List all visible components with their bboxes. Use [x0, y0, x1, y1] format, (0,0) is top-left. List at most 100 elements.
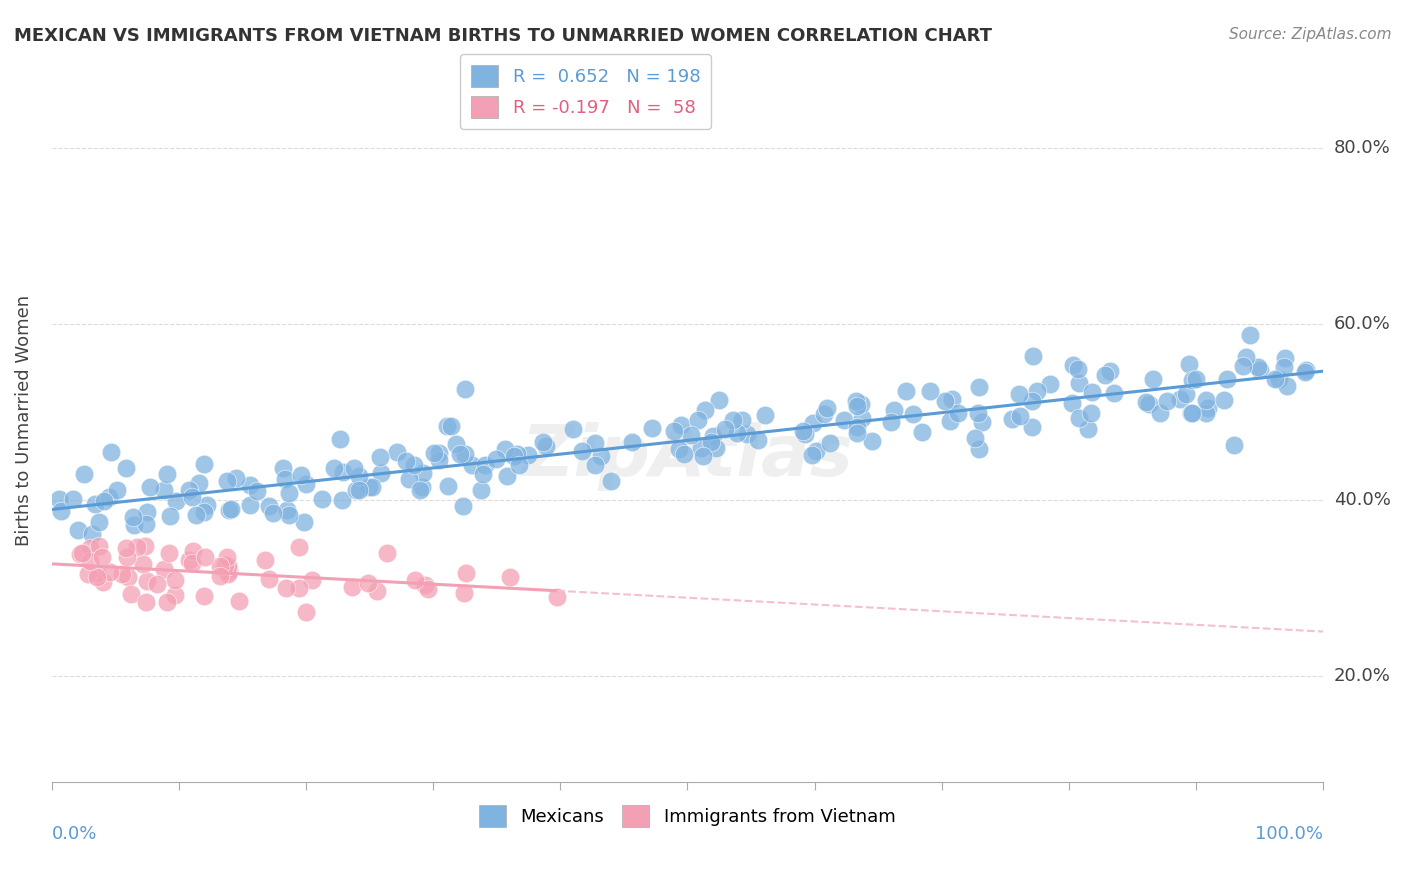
Point [194, 549, 217, 564]
Point [398, 472, 420, 486]
Point [800, 448, 823, 462]
Point [276, 582, 298, 596]
Point [301, 573, 323, 587]
Point [215, 474, 238, 488]
Point [80, 527, 103, 541]
Point [454, 566, 477, 581]
Point [471, 467, 494, 482]
Point [1094, 368, 1116, 383]
Point [896, 384, 918, 399]
Point [1067, 410, 1090, 425]
Point [721, 413, 744, 427]
Point [1222, 438, 1244, 452]
Point [177, 552, 200, 566]
Point [62, 491, 84, 506]
Point [546, 590, 568, 604]
Point [127, 540, 149, 554]
Point [700, 434, 723, 449]
Point [76, 567, 98, 582]
Point [801, 416, 824, 430]
Point [86, 566, 108, 580]
Point [195, 498, 218, 512]
Point [725, 426, 748, 441]
Point [111, 567, 134, 582]
Point [1194, 407, 1216, 421]
Point [156, 594, 179, 608]
Point [342, 580, 364, 594]
Point [370, 466, 392, 480]
Point [295, 605, 318, 619]
Point [485, 451, 508, 466]
Point [451, 499, 474, 513]
Point [217, 567, 239, 582]
Point [228, 594, 250, 608]
Point [1294, 365, 1316, 379]
Point [832, 412, 855, 426]
Text: 60.0%: 60.0% [1334, 315, 1391, 333]
Point [218, 502, 240, 516]
Point [849, 396, 872, 410]
Point [208, 568, 231, 582]
Point [967, 380, 990, 394]
Point [702, 428, 724, 442]
Point [136, 574, 159, 588]
Point [86, 570, 108, 584]
Point [343, 461, 366, 475]
Point [499, 570, 522, 584]
Point [1098, 363, 1121, 377]
Point [323, 461, 346, 475]
Point [1102, 386, 1125, 401]
Point [679, 428, 702, 442]
Point [516, 448, 538, 462]
Point [188, 476, 211, 491]
Point [1062, 358, 1084, 372]
Point [1181, 406, 1204, 420]
Point [121, 510, 143, 524]
Point [496, 469, 519, 483]
Point [1212, 392, 1234, 407]
Point [117, 570, 139, 584]
Point [290, 467, 312, 482]
Point [79, 554, 101, 568]
Point [920, 384, 942, 398]
Point [135, 517, 157, 532]
Point [672, 447, 695, 461]
Point [571, 444, 593, 458]
Text: ZipAtlas: ZipAtlas [522, 423, 853, 491]
Point [239, 478, 262, 492]
Point [1181, 373, 1204, 387]
Point [253, 553, 276, 567]
Point [181, 543, 204, 558]
Point [79, 541, 101, 555]
Point [1135, 394, 1157, 409]
Text: 40.0%: 40.0% [1334, 491, 1391, 509]
Point [620, 435, 643, 450]
Point [941, 392, 963, 406]
Point [193, 458, 215, 472]
Point [449, 447, 471, 461]
Point [444, 437, 467, 451]
Point [1249, 363, 1271, 377]
Point [214, 558, 236, 573]
Point [385, 444, 408, 458]
Point [939, 414, 962, 428]
Point [730, 413, 752, 427]
Point [288, 541, 311, 555]
Point [792, 424, 814, 438]
Point [49, 504, 72, 518]
Text: 80.0%: 80.0% [1334, 139, 1391, 157]
Point [411, 480, 433, 494]
Point [1080, 405, 1102, 419]
Point [412, 466, 434, 480]
Point [418, 582, 440, 596]
Point [225, 470, 247, 484]
Point [219, 501, 242, 516]
Point [503, 449, 526, 463]
Point [454, 447, 477, 461]
Point [135, 595, 157, 609]
Point [910, 425, 932, 439]
Point [277, 508, 299, 523]
Point [1234, 350, 1257, 364]
Point [135, 505, 157, 519]
Point [901, 407, 924, 421]
